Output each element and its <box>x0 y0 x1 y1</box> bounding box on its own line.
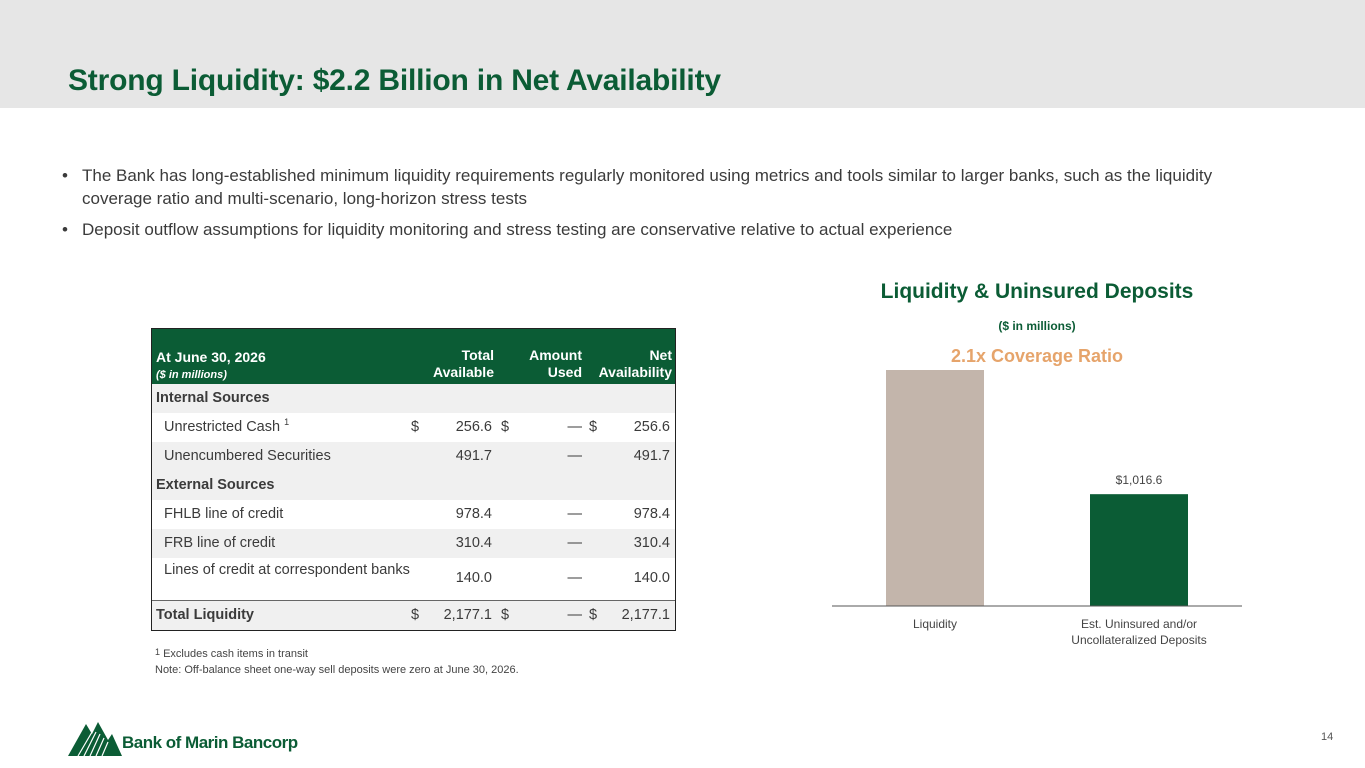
col-header-total-line1: Total <box>461 347 494 363</box>
chart-subtitle: ($ in millions) <box>998 319 1076 333</box>
row-label: FRB line of credit <box>164 535 276 551</box>
table-row: Lines of credit at correspondent banks 1… <box>152 558 675 600</box>
col-header-total-line2: Available <box>433 364 494 380</box>
col-header-used-line2: Used <box>547 364 582 380</box>
cell-net: 2,177.1 <box>621 607 670 623</box>
currency-symbol: $ <box>501 419 510 435</box>
table-total-row: Total Liquidity $ 2,177.1 $ — $ 2,177.1 <box>152 600 675 630</box>
col-header-net-line1: Net <box>649 347 672 363</box>
bullet-dot: • <box>62 220 68 239</box>
row-label: Lines of credit at correspondent banks <box>164 562 410 578</box>
table-row: Unencumbered Securities 491.7 — 491.7 <box>152 442 675 471</box>
bank-logo-text: Bank of Marin Bancorp <box>122 733 298 752</box>
currency-symbol: $ <box>501 607 510 623</box>
section-row-external: External Sources <box>152 471 675 500</box>
row-label-text: Unrestricted Cash <box>164 419 281 435</box>
footnote-2: Note: Off-balance sheet one-way sell dep… <box>155 664 519 676</box>
cell-used: — <box>567 570 583 586</box>
table-row: Unrestricted Cash 1 $ 256.6 $ — $ 256.6 <box>152 413 675 442</box>
cell-net: 491.7 <box>633 448 670 464</box>
cell-total: 491.7 <box>455 448 492 464</box>
header-band <box>0 0 1365 108</box>
section-label: External Sources <box>156 477 275 493</box>
footnotes: 1 Excludes cash items in transit Note: O… <box>155 646 519 678</box>
cell-net: 978.4 <box>633 506 670 522</box>
row-label: Total Liquidity <box>156 607 254 623</box>
cell-total: 2,177.1 <box>443 607 492 623</box>
category-label-1-1: Uncollateralized Deposits <box>1071 633 1206 647</box>
col-header-net: Net Availability <box>572 347 672 381</box>
row-label: Unrestricted Cash 1 <box>164 417 290 435</box>
footnote-1: 1 Excludes cash items in transit <box>155 646 519 662</box>
page-number: 14 <box>1321 731 1334 743</box>
bar-1 <box>1090 494 1188 606</box>
cell-used: — <box>567 535 583 551</box>
col-header-used-line1: Amount <box>529 347 582 363</box>
section-label: Internal Sources <box>156 390 270 406</box>
coverage-ratio-annotation: 2.1x Coverage Ratio <box>950 346 1124 366</box>
currency-symbol: $ <box>589 419 598 435</box>
section-row-internal: Internal Sources <box>152 384 675 413</box>
category-label-1-0: Est. Uninsured and/or <box>1081 617 1197 631</box>
bullet-text: The Bank has long-established minimum li… <box>82 166 1213 208</box>
col-header-net-line2: Availability <box>598 364 672 380</box>
currency-symbol: $ <box>411 607 420 623</box>
table-unit-label: ($ in millions) <box>156 369 227 381</box>
bullet-list: • The Bank has long-established minimum l… <box>62 164 1282 249</box>
row-label: FHLB line of credit <box>164 506 284 522</box>
cell-total: 256.6 <box>455 419 492 435</box>
table-header: At June 30, 2026 ($ in millions) Total A… <box>152 329 675 384</box>
cell-total: 978.4 <box>455 506 492 522</box>
bullet-item: • The Bank has long-established minimum l… <box>62 164 1282 210</box>
liquidity-table: At June 30, 2026 ($ in millions) Total A… <box>151 328 676 631</box>
cell-used: — <box>567 448 583 464</box>
cell-total: 310.4 <box>455 535 492 551</box>
cell-net: 256.6 <box>633 419 670 435</box>
bullet-text: Deposit outflow assumptions for liquidit… <box>82 220 953 239</box>
page-title: Strong Liquidity: $2.2 Billion in Net Av… <box>68 64 721 97</box>
bank-logo-icon <box>68 722 122 757</box>
bullet-item: • Deposit outflow assumptions for liquidi… <box>62 218 1282 241</box>
bullet-dot: • <box>62 166 68 185</box>
col-header-used: Amount Used <box>502 347 582 381</box>
footnote-1-text: Excludes cash items in transit <box>163 648 308 660</box>
cell-used: — <box>567 419 583 435</box>
col-header-total: Total Available <box>414 347 494 381</box>
row-label: Unencumbered Securities <box>164 448 331 464</box>
currency-symbol: $ <box>411 419 420 435</box>
cell-net: 310.4 <box>633 535 670 551</box>
cell-used: — <box>567 607 583 623</box>
currency-symbol: $ <box>589 607 598 623</box>
data-label-1: $1,016.6 <box>1116 473 1163 487</box>
cell-total: 140.0 <box>455 570 492 586</box>
cell-net: 140.0 <box>633 570 670 586</box>
bar-0 <box>886 370 984 606</box>
footnote-mark: 1 <box>155 647 161 657</box>
footnote-mark: 1 <box>284 417 290 427</box>
category-label-0-0: Liquidity <box>913 617 957 631</box>
chart-title: Liquidity & Uninsured Deposits <box>880 280 1194 303</box>
table-row: FHLB line of credit 978.4 — 978.4 <box>152 500 675 529</box>
table-row: FRB line of credit 310.4 — 310.4 <box>152 529 675 558</box>
table-date-label: At June 30, 2026 <box>156 349 266 365</box>
cell-used: — <box>567 506 583 522</box>
